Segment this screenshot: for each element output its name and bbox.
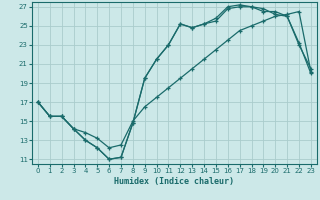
- X-axis label: Humidex (Indice chaleur): Humidex (Indice chaleur): [115, 177, 234, 186]
